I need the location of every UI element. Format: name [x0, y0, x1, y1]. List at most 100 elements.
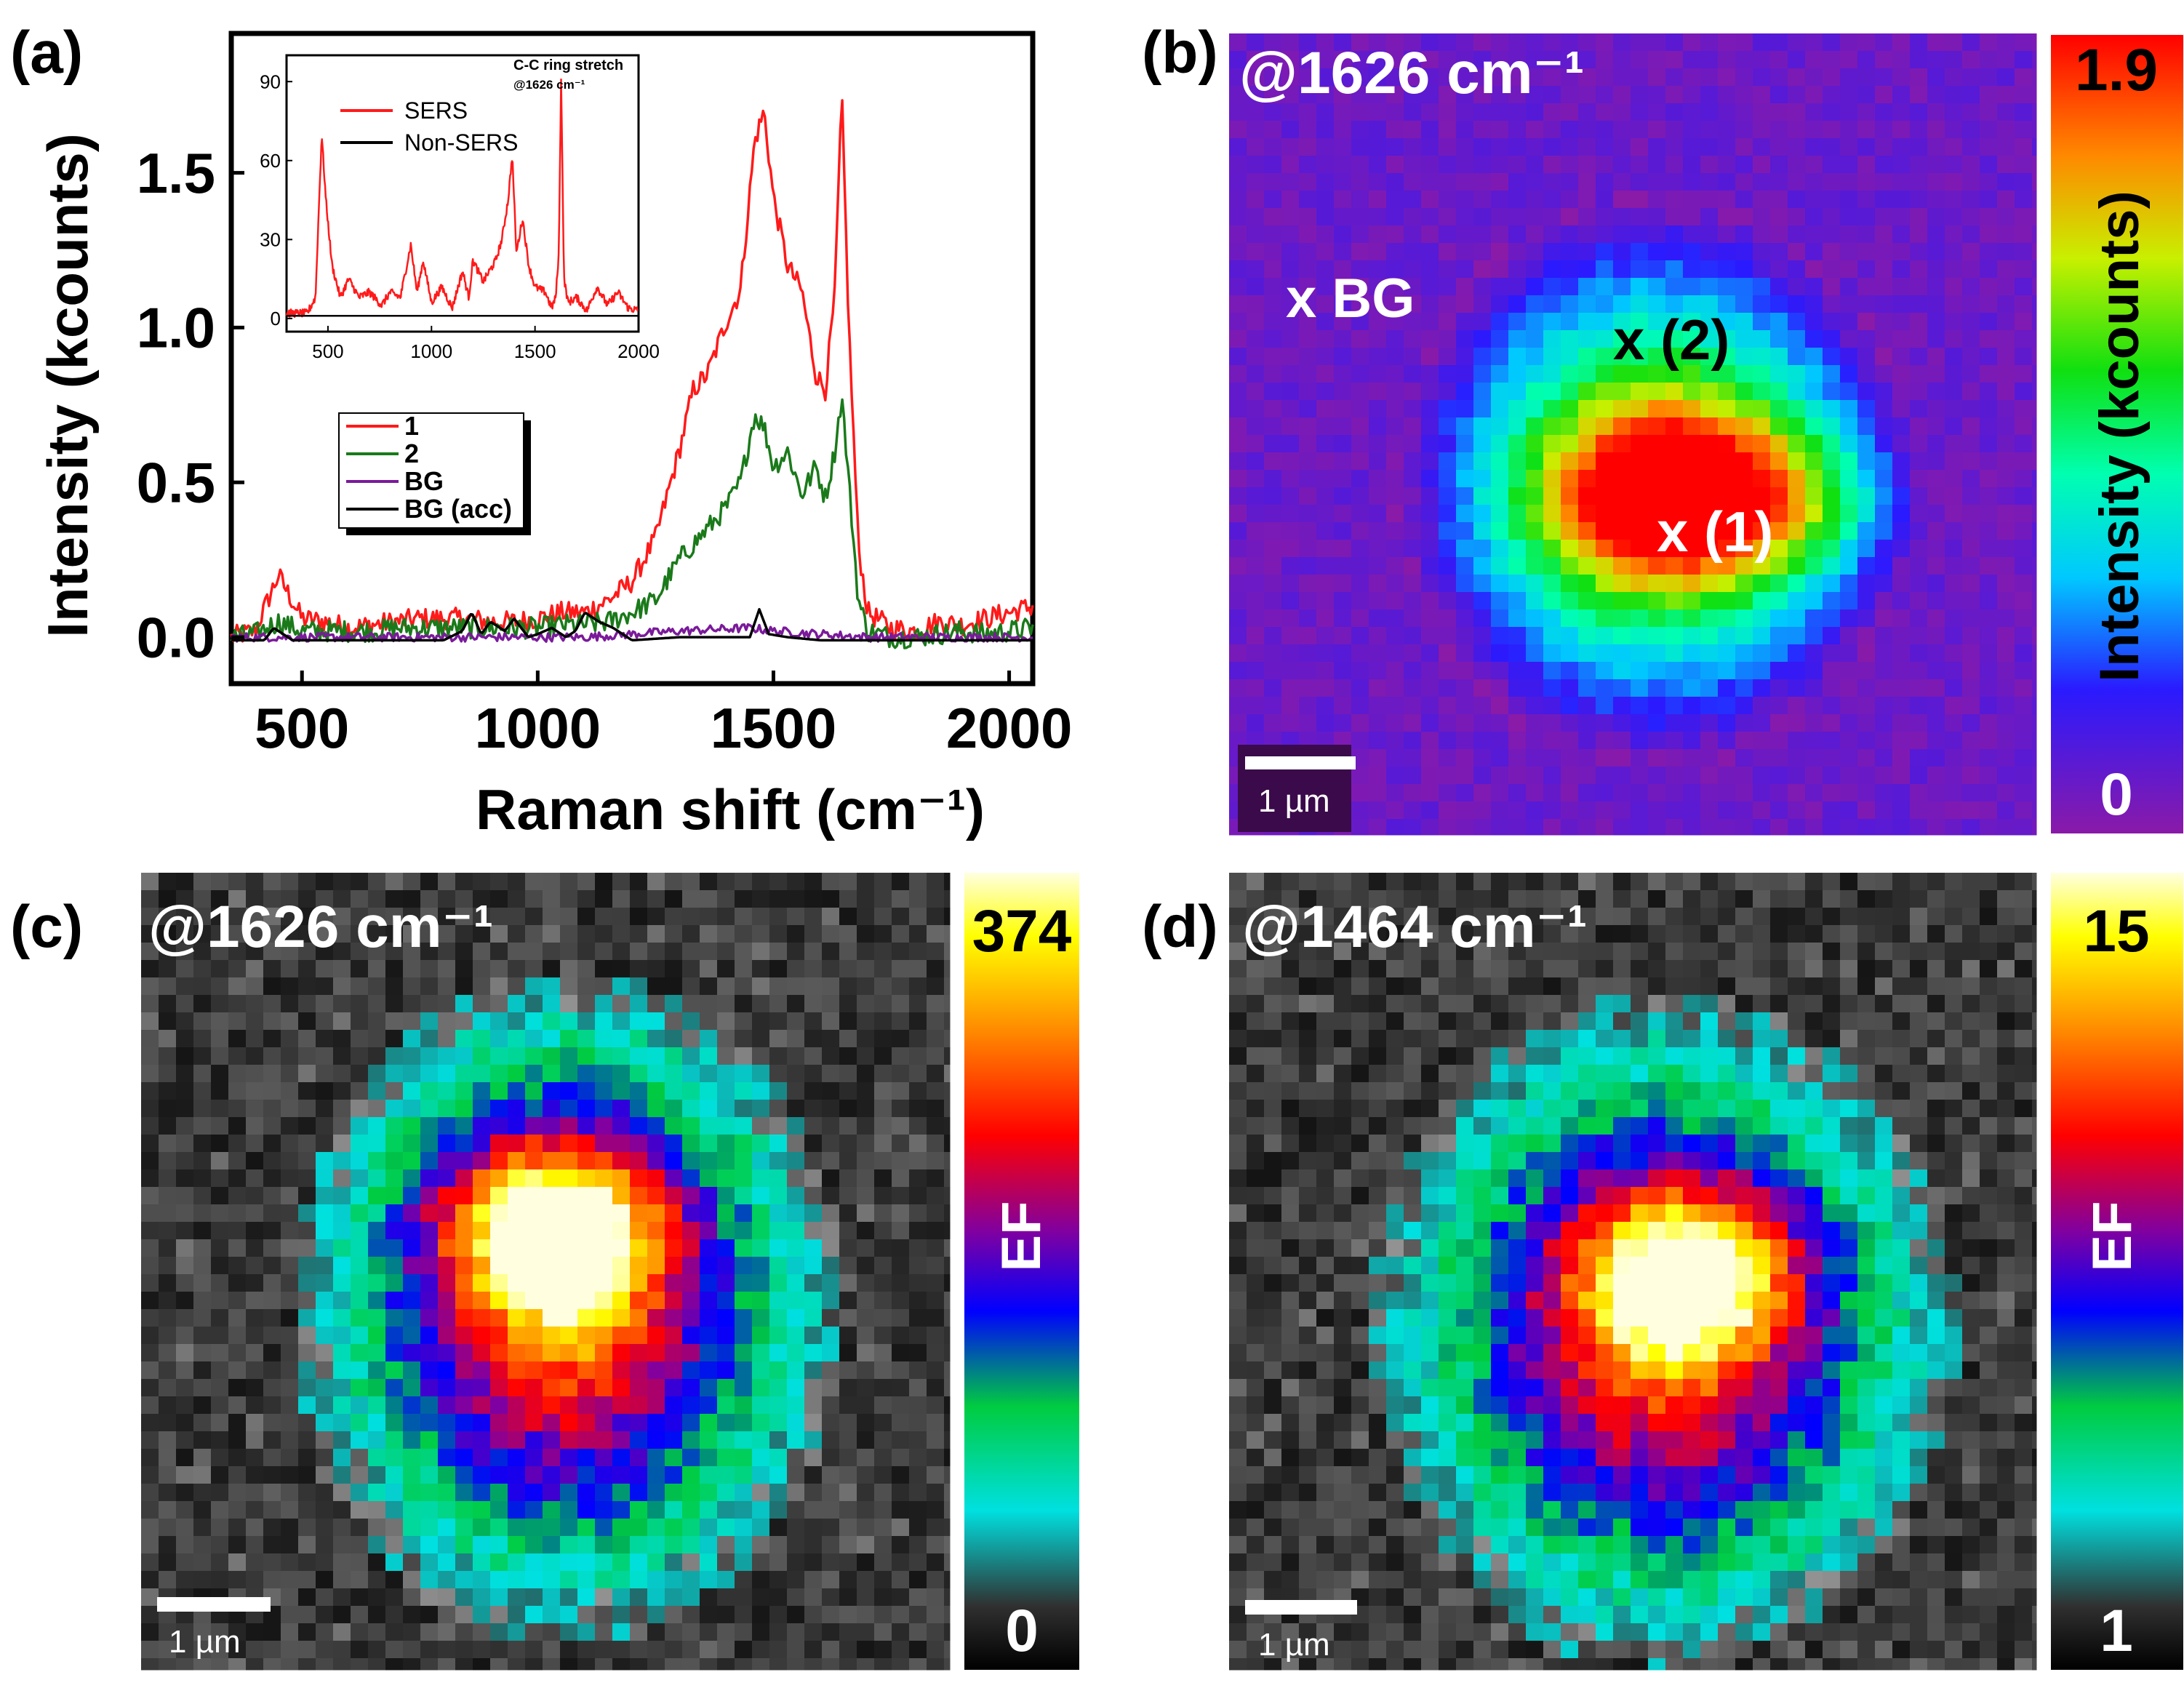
map-pixel [769, 1449, 788, 1467]
map-pixel [420, 1553, 439, 1572]
map-pixel [1334, 103, 1352, 121]
map-pixel [1596, 644, 1614, 663]
map-pixel [1997, 208, 2015, 226]
map-pixel [1596, 243, 1614, 261]
map-pixel [1892, 313, 1911, 331]
map-pixel [909, 1274, 927, 1292]
map-pixel [211, 1274, 229, 1292]
x-tick-label: 1000 [475, 696, 601, 760]
map-pixel [1351, 313, 1369, 331]
map-pixel [316, 1449, 334, 1467]
map-pixel [1770, 470, 1788, 488]
map-pixel [1631, 714, 1649, 732]
map-pixel [176, 1292, 194, 1310]
map-pixel [1386, 348, 1404, 366]
map-pixel [385, 1606, 404, 1624]
map-pixel [1264, 51, 1282, 69]
colorbar-b-min: 0 [2100, 761, 2133, 828]
map-pixel [1491, 435, 1509, 453]
map-pixel [333, 1257, 351, 1275]
map-pixel [752, 1204, 770, 1223]
map-pixel [455, 1396, 473, 1415]
map-pixel [1700, 173, 1719, 191]
map-pixel [752, 1309, 770, 1327]
map-pixel [1421, 1012, 1439, 1031]
map-pixel [1508, 627, 1527, 645]
map-pixel [804, 1588, 823, 1607]
map-pixel [141, 1519, 159, 1537]
map-pixel [1718, 487, 1736, 505]
map-pixel [543, 1536, 561, 1554]
map-pixel [508, 1501, 526, 1519]
map-pixel [1334, 68, 1352, 87]
map-pixel [1456, 208, 1474, 226]
map-pixel [228, 1641, 247, 1659]
map-pixel [1299, 103, 1317, 121]
map-pixel [700, 1519, 718, 1537]
map-pixel [1980, 348, 1998, 366]
map-pixel [630, 1361, 648, 1380]
map-pixel [1369, 313, 1387, 331]
map-pixel [630, 1187, 648, 1205]
map-pixel [351, 1135, 369, 1153]
map-pixel [1491, 173, 1509, 191]
map-pixel [316, 890, 334, 908]
map-pixel [1299, 943, 1317, 961]
map-pixel [1823, 278, 1841, 296]
map-pixel [1892, 609, 1911, 628]
map-pixel [1351, 522, 1369, 540]
map-pixel [1473, 592, 1492, 610]
map-pixel [909, 908, 927, 926]
map-pixel [682, 1065, 700, 1083]
map-pixel [1421, 208, 1439, 226]
map-pixel [1404, 295, 1422, 313]
map-pixel [159, 1553, 177, 1572]
map-pixel [1962, 470, 1980, 488]
map-pixel [1945, 819, 1963, 836]
map-pixel [1665, 609, 1684, 628]
map-pixel [1980, 103, 1998, 121]
map-pixel [717, 1484, 735, 1502]
map-pixel [1456, 121, 1474, 139]
map-pixel [1439, 156, 1457, 174]
map-pixel [769, 1292, 788, 1310]
map-pixel [193, 1484, 212, 1502]
map-pixel [1491, 121, 1509, 139]
map-pixel [1805, 714, 1823, 732]
map-pixel [1508, 505, 1527, 523]
map-pixel [577, 1466, 596, 1484]
map-pixel [1439, 890, 1457, 908]
map-pixel [1561, 644, 1579, 663]
map-pixel [228, 1239, 247, 1257]
map-pixel [822, 908, 840, 926]
map-pixel [1753, 470, 1771, 488]
map-pixel [1840, 557, 1858, 575]
map-pixel [1962, 383, 1980, 401]
map-pixel [717, 1169, 735, 1188]
map-pixel [455, 1274, 473, 1292]
map-pixel [1369, 732, 1387, 750]
map-pixel [1351, 540, 1369, 558]
map-pixel [1351, 191, 1369, 209]
map-pixel [490, 1553, 508, 1572]
map-pixel [1683, 278, 1701, 296]
map-pixel [1247, 557, 1265, 575]
map-pixel [612, 1606, 631, 1624]
map-pixel [1491, 908, 1509, 926]
map-pixel [211, 1187, 229, 1205]
map-pixel [665, 1379, 683, 1397]
map-pixel [874, 1204, 892, 1223]
map-pixel [1997, 540, 2015, 558]
map-pixel [857, 1466, 875, 1484]
map-pixel [1473, 138, 1492, 156]
map-pixel [385, 1135, 404, 1153]
map-pixel [1421, 1082, 1439, 1100]
map-pixel [351, 1117, 369, 1135]
colorbar-b: 1.9 0 Intensity (kcounts) [2051, 35, 2183, 833]
map-pixel [455, 1082, 473, 1100]
map-pixel [1229, 243, 1247, 261]
map-pixel [1857, 295, 1876, 313]
map-pixel [874, 925, 892, 943]
map-pixel [438, 1100, 456, 1118]
map-pixel [822, 1204, 840, 1223]
